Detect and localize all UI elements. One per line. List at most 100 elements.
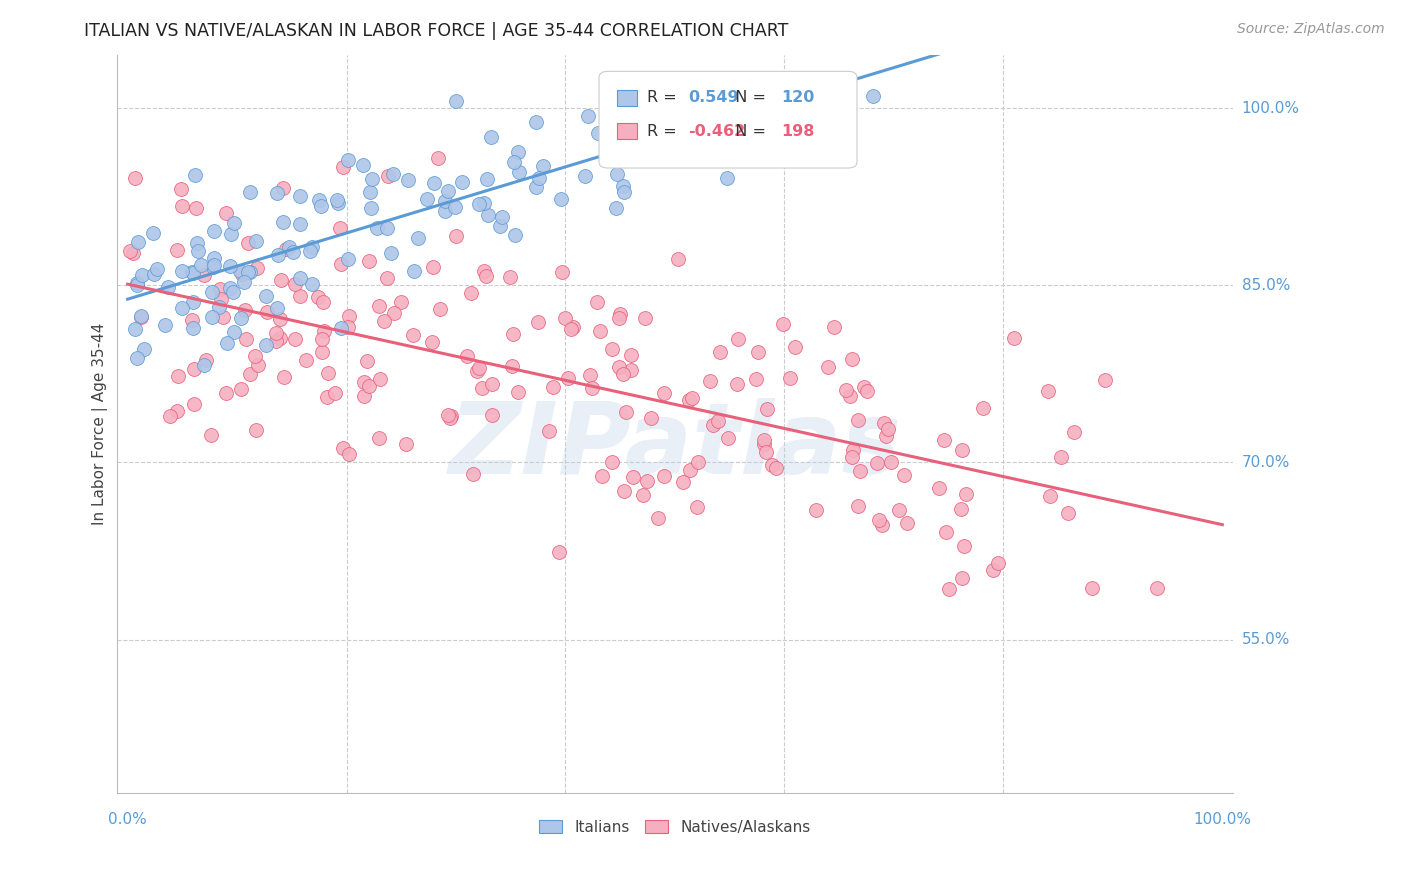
Point [420, 334, 443, 349]
Point [574, 169, 596, 183]
Point [353, 389, 375, 403]
Point [477, 171, 499, 186]
Point [308, 193, 330, 207]
Point [955, 487, 977, 501]
Point [127, 351, 149, 366]
Point [200, 428, 222, 442]
Point [283, 244, 305, 259]
Point [503, 154, 526, 169]
Point [217, 335, 239, 350]
Text: R =: R = [647, 90, 682, 105]
Point [460, 286, 482, 301]
Point [434, 204, 457, 219]
Point [395, 437, 418, 451]
Point [219, 259, 242, 273]
Point [239, 185, 262, 199]
Point [527, 315, 550, 329]
Point [229, 264, 252, 278]
Text: 55.0%: 55.0% [1241, 632, 1289, 647]
Point [488, 219, 510, 233]
Text: ITALIAN VS NATIVE/ALASKAN IN LABOR FORCE | AGE 35-44 CORRELATION CHART: ITALIAN VS NATIVE/ALASKAN IN LABOR FORCE… [84, 22, 789, 40]
Point [266, 301, 288, 315]
Point [846, 500, 869, 514]
Point [672, 475, 695, 490]
Point [202, 259, 225, 273]
Point [433, 194, 456, 209]
Point [823, 320, 845, 334]
Point [631, 144, 654, 158]
Point [1056, 506, 1078, 520]
Point [184, 202, 207, 216]
Point [835, 383, 858, 397]
FancyBboxPatch shape [617, 123, 637, 139]
Point [747, 345, 769, 359]
Point [367, 431, 389, 445]
Point [744, 372, 766, 386]
Point [201, 260, 224, 274]
Point [613, 484, 636, 499]
Point [184, 168, 207, 182]
Point [212, 310, 235, 324]
Point [396, 173, 419, 187]
Point [239, 367, 262, 381]
Point [238, 236, 260, 251]
Point [550, 192, 572, 206]
Text: 0.549: 0.549 [689, 90, 740, 105]
Point [562, 319, 585, 334]
Point [368, 372, 391, 386]
Point [1081, 582, 1104, 596]
Point [404, 263, 426, 277]
Point [377, 169, 399, 183]
Point [1146, 582, 1168, 596]
FancyBboxPatch shape [599, 71, 858, 168]
Point [472, 264, 495, 278]
Point [129, 310, 152, 324]
Point [337, 309, 360, 323]
Point [868, 513, 890, 527]
Point [779, 371, 801, 385]
Point [426, 151, 449, 165]
Point [551, 265, 574, 279]
Point [202, 251, 225, 265]
Point [429, 302, 451, 317]
Point [627, 139, 650, 153]
Point [274, 242, 297, 256]
Point [284, 332, 307, 346]
Point [679, 463, 702, 477]
Text: 70.0%: 70.0% [1241, 455, 1289, 470]
Point [298, 244, 321, 258]
Point [170, 301, 193, 315]
Point [256, 305, 278, 319]
Point [271, 215, 294, 229]
Point [267, 248, 290, 262]
Point [451, 175, 474, 189]
Point [337, 447, 360, 461]
Point [129, 310, 152, 324]
Point [652, 385, 675, 400]
Point [949, 502, 972, 516]
Point [981, 563, 1004, 577]
Point [231, 267, 253, 281]
Point [585, 295, 607, 310]
Point [380, 246, 402, 260]
Point [752, 434, 775, 448]
Point [422, 260, 444, 274]
Point [501, 359, 523, 374]
Point [716, 171, 738, 186]
Point [330, 256, 353, 270]
Point [235, 332, 257, 346]
Point [166, 243, 188, 257]
Point [337, 320, 360, 334]
Point [243, 349, 266, 363]
Point [613, 186, 636, 200]
Point [842, 442, 865, 457]
Point [560, 322, 582, 336]
Point [841, 351, 863, 366]
Point [271, 181, 294, 195]
Point [312, 324, 335, 338]
Point [686, 500, 709, 515]
Point [524, 115, 547, 129]
Point [876, 422, 898, 436]
Point [204, 224, 226, 238]
Text: 198: 198 [782, 124, 814, 138]
